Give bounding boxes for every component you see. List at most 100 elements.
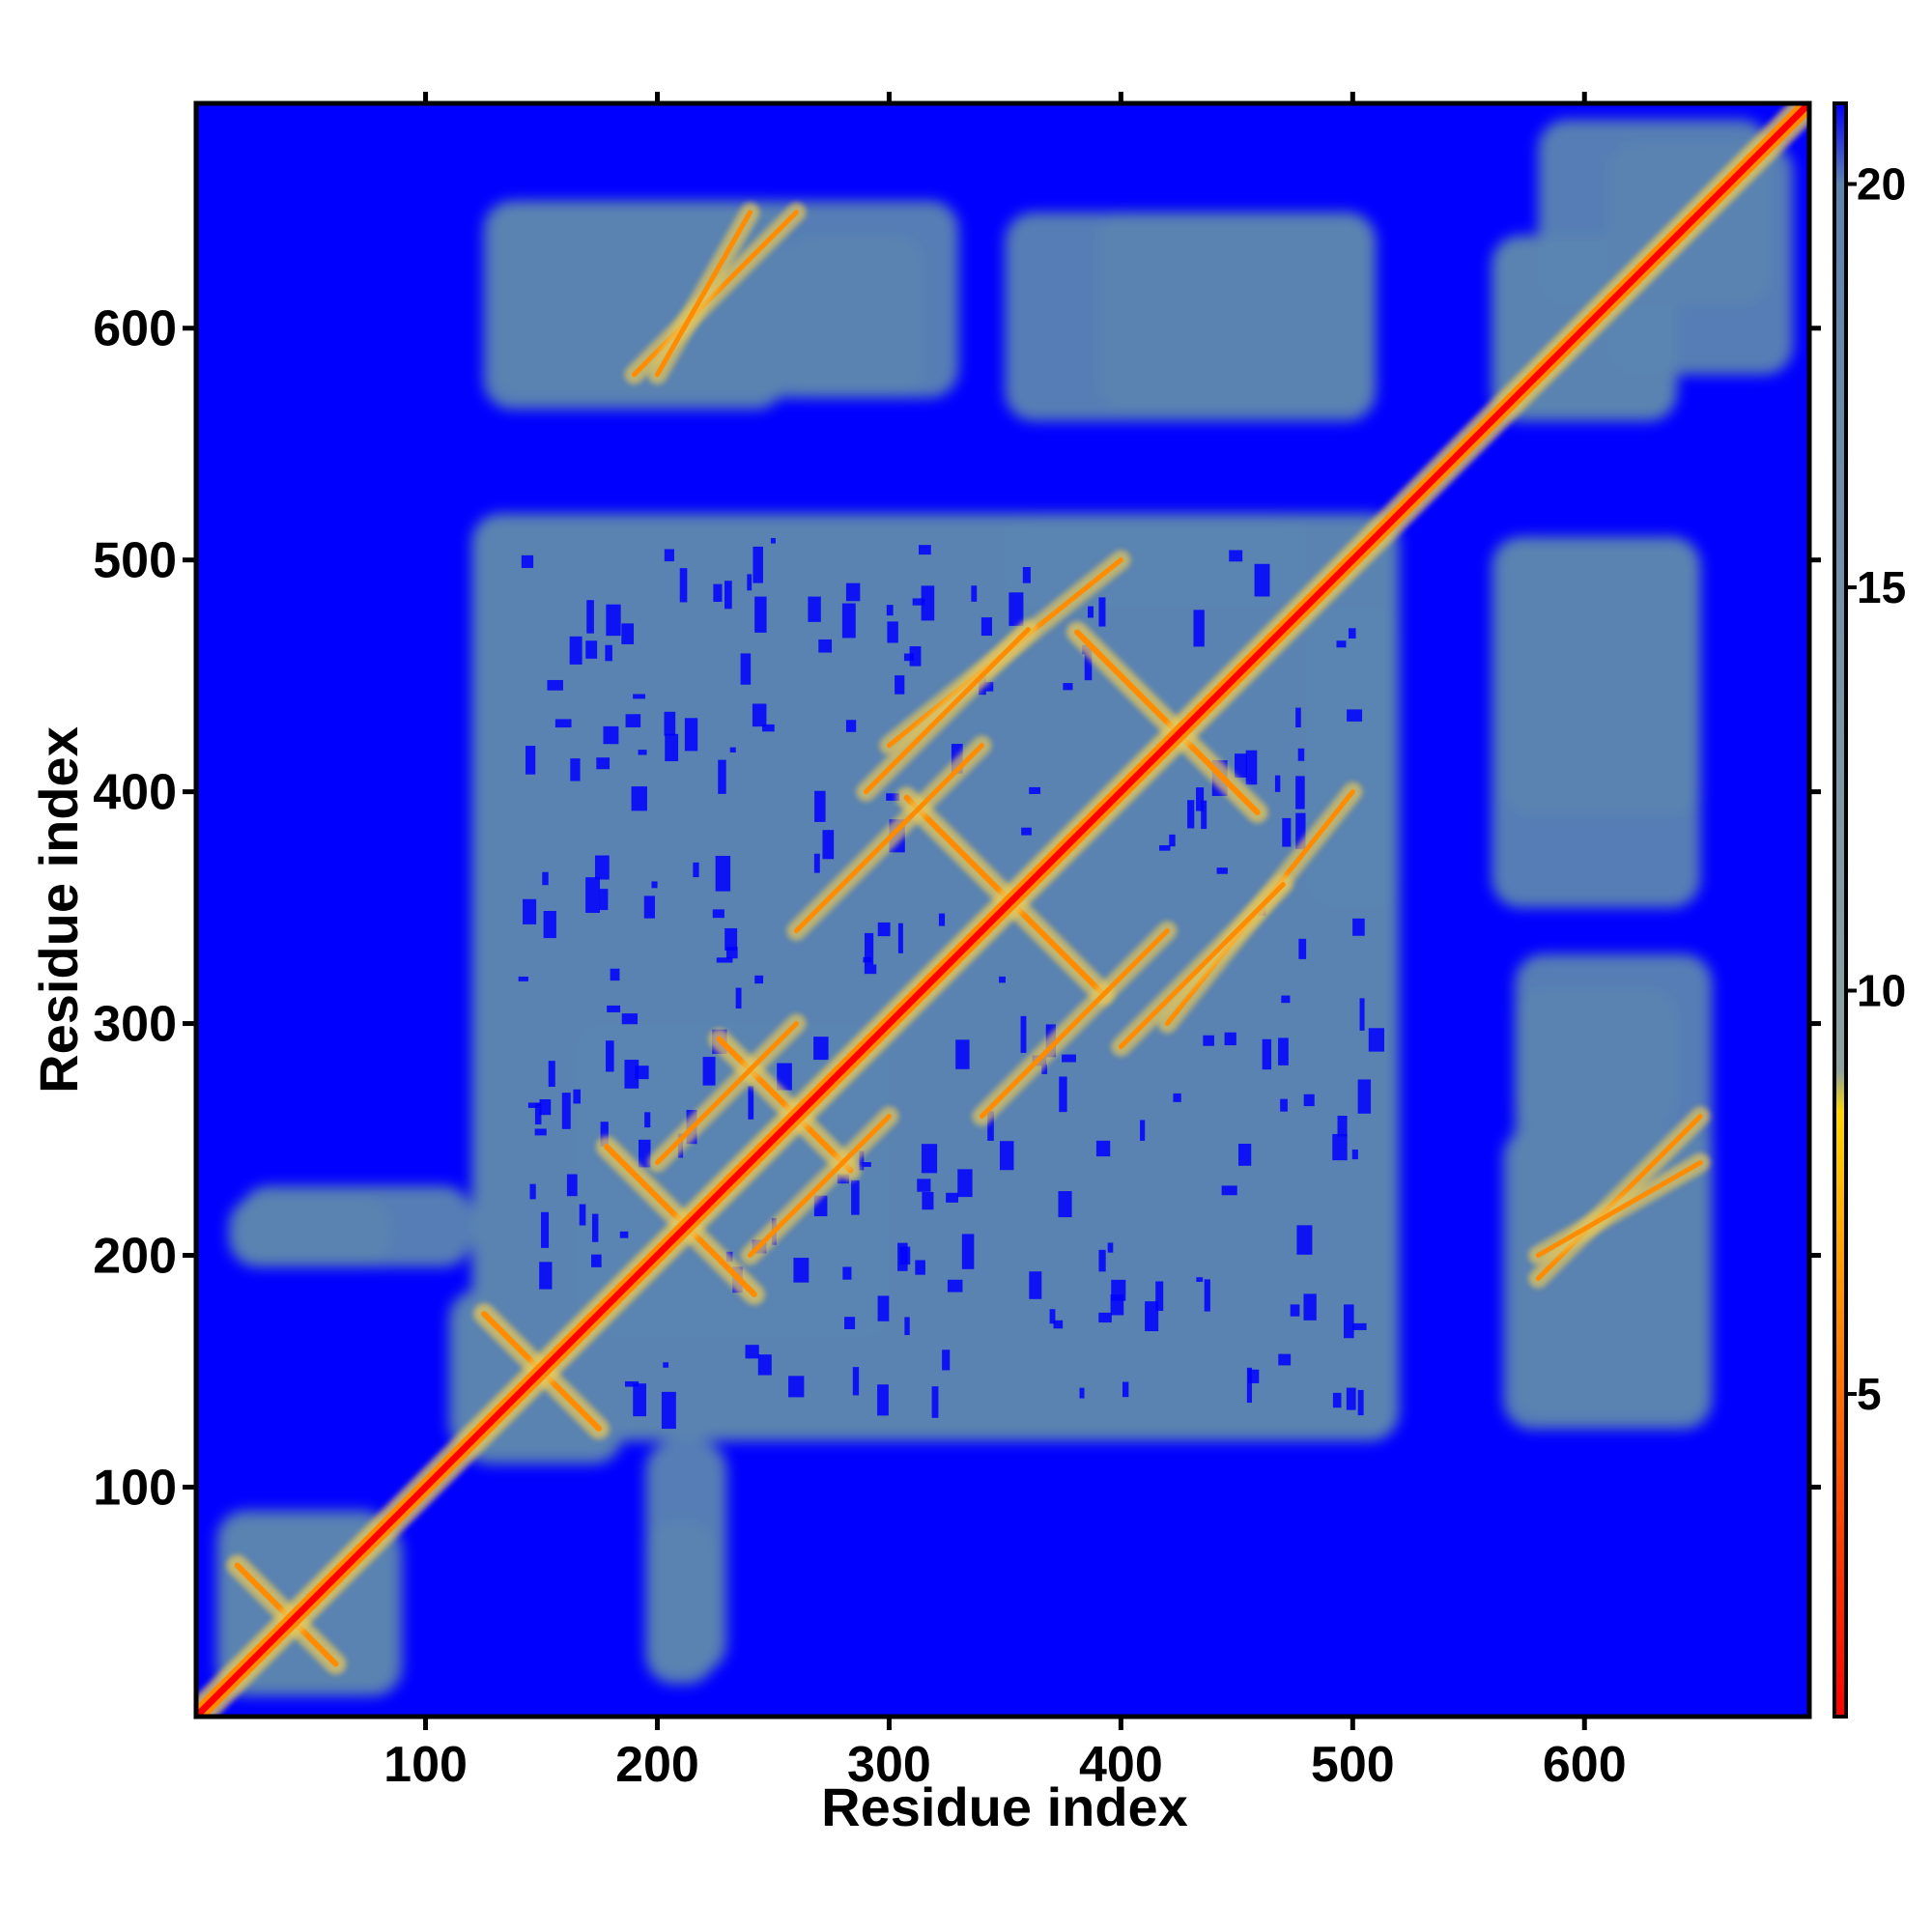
gap-speckle [1224,1032,1236,1046]
gap-speckle [1274,775,1281,792]
gap-speckle [561,1093,571,1129]
x-tick-label: 100 [384,1737,468,1793]
gap-speckle [663,1362,669,1368]
gap-speckle [596,757,611,770]
gap-speckle [1303,1094,1315,1107]
gap-speckle [877,922,891,937]
gap-speckle [987,1111,994,1141]
plot-frame [193,100,1812,1719]
gap-speckle [1297,748,1305,761]
gap-speckle [679,568,688,603]
gap-speckle [877,1295,890,1321]
gap-speckle [1173,1093,1181,1102]
gap-speckle [754,975,764,984]
band-core [654,210,753,378]
gap-speckle [1062,1054,1076,1063]
gap-speckle [566,1174,578,1197]
gap-speckle [1357,1389,1364,1416]
heatmap-layer [196,103,1809,1717]
gap-speckle [1282,817,1292,847]
gap-speckle [859,1162,871,1167]
contact-region [1607,142,1794,375]
x-tick-label: 500 [1311,1737,1395,1793]
band-core [1074,629,1261,815]
gap-speckle [638,1139,651,1168]
gap-speckle [625,714,641,727]
gap-speckle [887,621,898,643]
gap-speckle [606,604,621,637]
gap-speckle [1204,1279,1210,1312]
gap-speckle [1107,1242,1114,1253]
diagonal-line [196,103,1809,1717]
gap-speckle [607,1005,621,1012]
gap-speckle [1295,776,1305,810]
gap-speckle [793,1258,810,1283]
gap-speckle [1079,1387,1085,1399]
contact-region [784,235,924,398]
gap-speckle [1290,1304,1300,1317]
contact-region [483,200,785,410]
gap-speckle [635,1065,649,1080]
y-tick-label: 300 [93,997,177,1053]
gap-speckle [931,1386,939,1418]
gap-speckle [539,1099,552,1116]
gap-speckle [1237,1143,1252,1166]
colorbar-tick-label: 10 [1857,966,1906,1016]
gap-speckle [638,750,647,755]
band-core [654,1021,799,1166]
gap-speckle [651,881,658,889]
gap-speckle [762,724,775,732]
gap-speckle [864,932,874,965]
gap-speckle [1022,566,1031,583]
gap-speckle [543,910,556,939]
gap-speckle [814,790,826,822]
gap-speckle [1281,995,1291,1004]
gap-speckle [1058,1191,1072,1218]
gap-speckle [534,1128,547,1136]
gap-speckle [999,976,1006,983]
y-tick-label: 500 [93,533,177,589]
gap-speckle [1187,800,1195,829]
gap-speckle [1254,563,1270,597]
gap-speckle [980,617,992,637]
gap-speckle [1196,787,1205,811]
gap-speckles [518,537,1385,1430]
gap-speckle [539,1262,553,1290]
gap-speckle [912,598,925,606]
gap-speckle [842,1266,852,1280]
gap-speckle [851,1179,860,1215]
y-axis-title: Residue index [28,726,89,1094]
gap-speckle [600,1122,609,1147]
gap-speckle [999,1141,1014,1171]
gap-speckle [1059,1076,1067,1113]
contact-region [1097,212,1377,410]
band-core [1118,882,1286,1050]
gap-speckle [624,1380,639,1387]
gap-speckle [1203,1035,1214,1046]
gap-speckle [788,1376,805,1398]
colorbar [1833,101,1848,1719]
x-tick-label: 600 [1543,1737,1627,1793]
gap-speckle [1235,753,1248,778]
gap-speckle [837,1174,850,1184]
gap-speckle [752,703,767,727]
gap-speckle [541,1211,550,1248]
gap-speckle [573,1089,581,1104]
gap-speckle [1278,1353,1292,1366]
x-axis: 100 200 300 400 500 600 [384,92,1627,1793]
gap-speckle [724,927,738,951]
band-core [863,627,1031,795]
gap-speckle [1216,867,1228,874]
gap-speckle [570,758,581,781]
gap-speckle [886,793,900,801]
band-core [979,928,1170,1120]
gap-speckle [633,1383,646,1417]
band-core [747,1114,892,1259]
gap-speckle [1262,1038,1272,1070]
gap-speckle [1041,1065,1048,1074]
gap-speckle [693,862,699,878]
gap-speckle [684,718,698,752]
gap-speckle [1049,1309,1056,1324]
gap-speckle [753,546,763,583]
y-axis: 100 200 300 400 500 600 [93,301,1821,1516]
